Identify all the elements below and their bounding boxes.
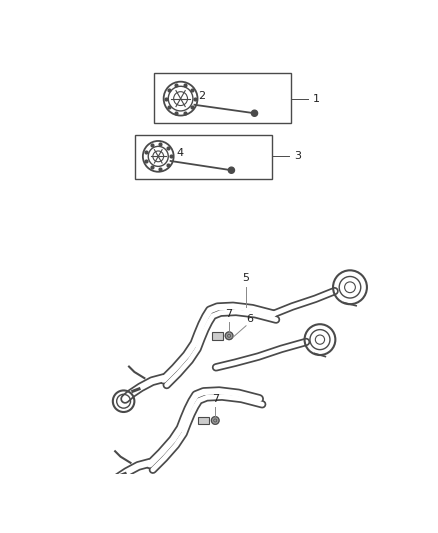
Text: 6: 6 xyxy=(247,314,254,324)
Text: 5: 5 xyxy=(243,273,250,284)
Bar xyxy=(155,73,291,123)
Circle shape xyxy=(225,332,233,340)
Text: 7: 7 xyxy=(212,393,219,403)
Bar xyxy=(135,135,272,180)
Circle shape xyxy=(251,110,258,116)
Text: 3: 3 xyxy=(294,151,301,161)
Text: 1: 1 xyxy=(313,94,320,103)
Bar xyxy=(198,417,209,424)
Circle shape xyxy=(212,417,219,424)
Text: 4: 4 xyxy=(176,148,184,158)
Bar xyxy=(212,332,223,340)
Circle shape xyxy=(228,167,234,173)
Text: 2: 2 xyxy=(198,91,206,101)
Text: 7: 7 xyxy=(226,309,233,319)
